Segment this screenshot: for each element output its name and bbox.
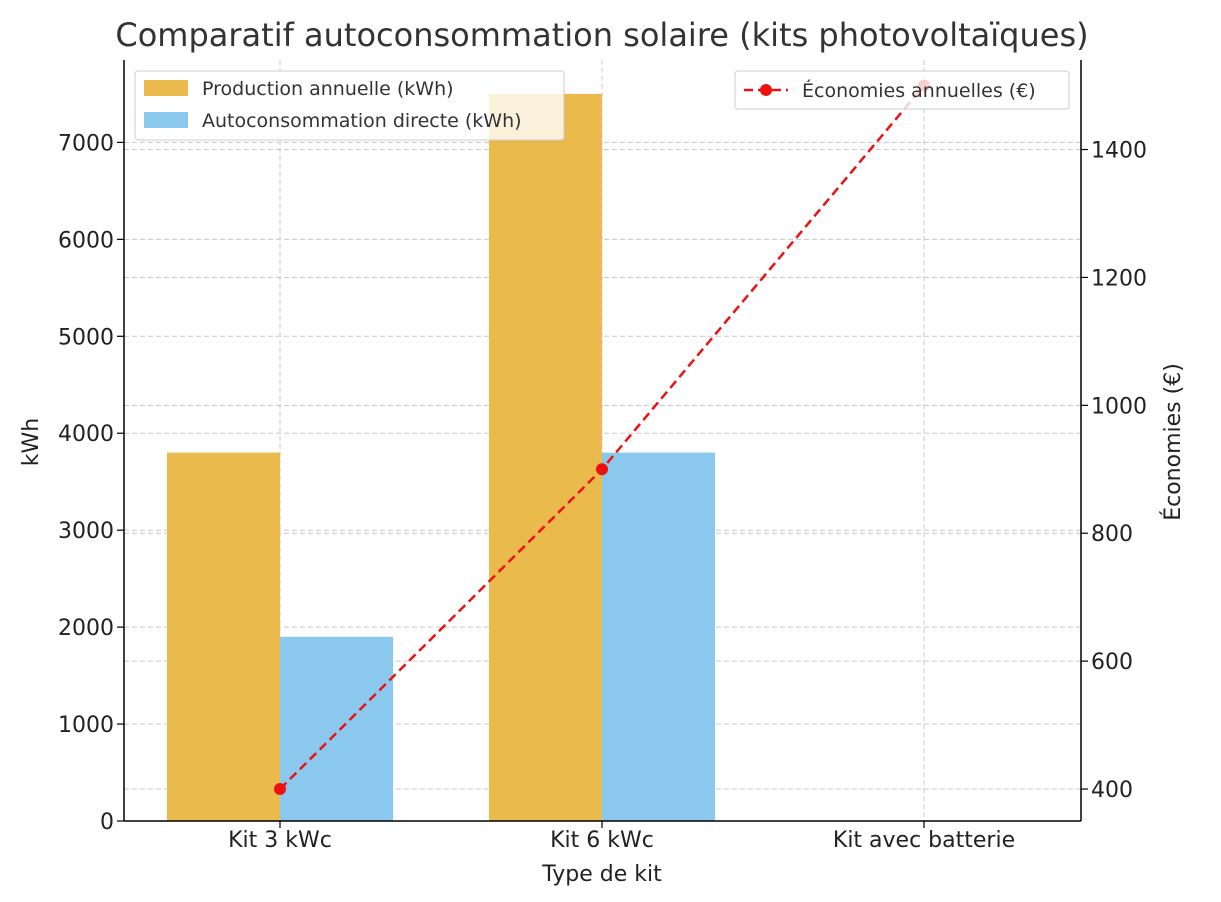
legend-bars: Production annuelle (kWh) Autoconsommatio… <box>134 70 565 141</box>
x-tick-label: Kit 6 kWc <box>550 828 654 853</box>
y-tick-label: 7000 <box>58 131 114 156</box>
bar <box>167 452 280 821</box>
y2-tick-label: 1400 <box>1091 139 1147 164</box>
y-tick-label: 5000 <box>58 325 114 350</box>
x-tick-label: Kit 3 kWc <box>228 828 332 853</box>
legend-swatch <box>144 112 188 128</box>
legend-label: Autoconsommation directe (kWh) <box>202 110 522 132</box>
x-axis-label: Type de kit <box>541 862 662 887</box>
x-tick-label: Kit avec batterie <box>833 828 1015 853</box>
y-tick-label: 1000 <box>58 713 114 738</box>
legend-label: Économies annuelles (€) <box>802 79 1036 102</box>
y-tick-label: 2000 <box>58 616 114 641</box>
y-tick-label: 4000 <box>58 422 114 447</box>
legend-swatch <box>144 80 188 96</box>
y-axis-label: kWh <box>19 418 44 466</box>
y2-axis-label: Économies (€) <box>1160 363 1186 521</box>
bar <box>280 636 393 821</box>
legend-line-box <box>734 70 1070 110</box>
legend-line: Économies annuelles (€) <box>734 70 1070 110</box>
legend-bars-box <box>134 70 565 141</box>
y2-tick-label: 1200 <box>1091 266 1147 291</box>
y2-tick-label: 800 <box>1091 522 1133 547</box>
y2-tick-label: 600 <box>1091 650 1133 675</box>
chart-title: Comparatif autoconsommation solaire (kit… <box>115 16 1088 54</box>
y-tick-label: 6000 <box>58 228 114 253</box>
legend-label: Production annuelle (kWh) <box>202 78 454 100</box>
line-point <box>596 463 608 476</box>
axes: 0 1000 2000 3000 4000 5000 6000 7000 400 600 800 10… <box>58 60 1147 853</box>
line-point <box>274 783 286 796</box>
y-tick-label: 3000 <box>58 519 114 544</box>
legend-line-marker <box>760 84 772 96</box>
y-tick-label: 0 <box>100 810 114 835</box>
y2-tick-label: 400 <box>1091 778 1133 803</box>
bars <box>167 93 715 822</box>
bar <box>602 452 715 821</box>
y2-tick-label: 1000 <box>1091 394 1147 419</box>
bar <box>489 93 602 822</box>
